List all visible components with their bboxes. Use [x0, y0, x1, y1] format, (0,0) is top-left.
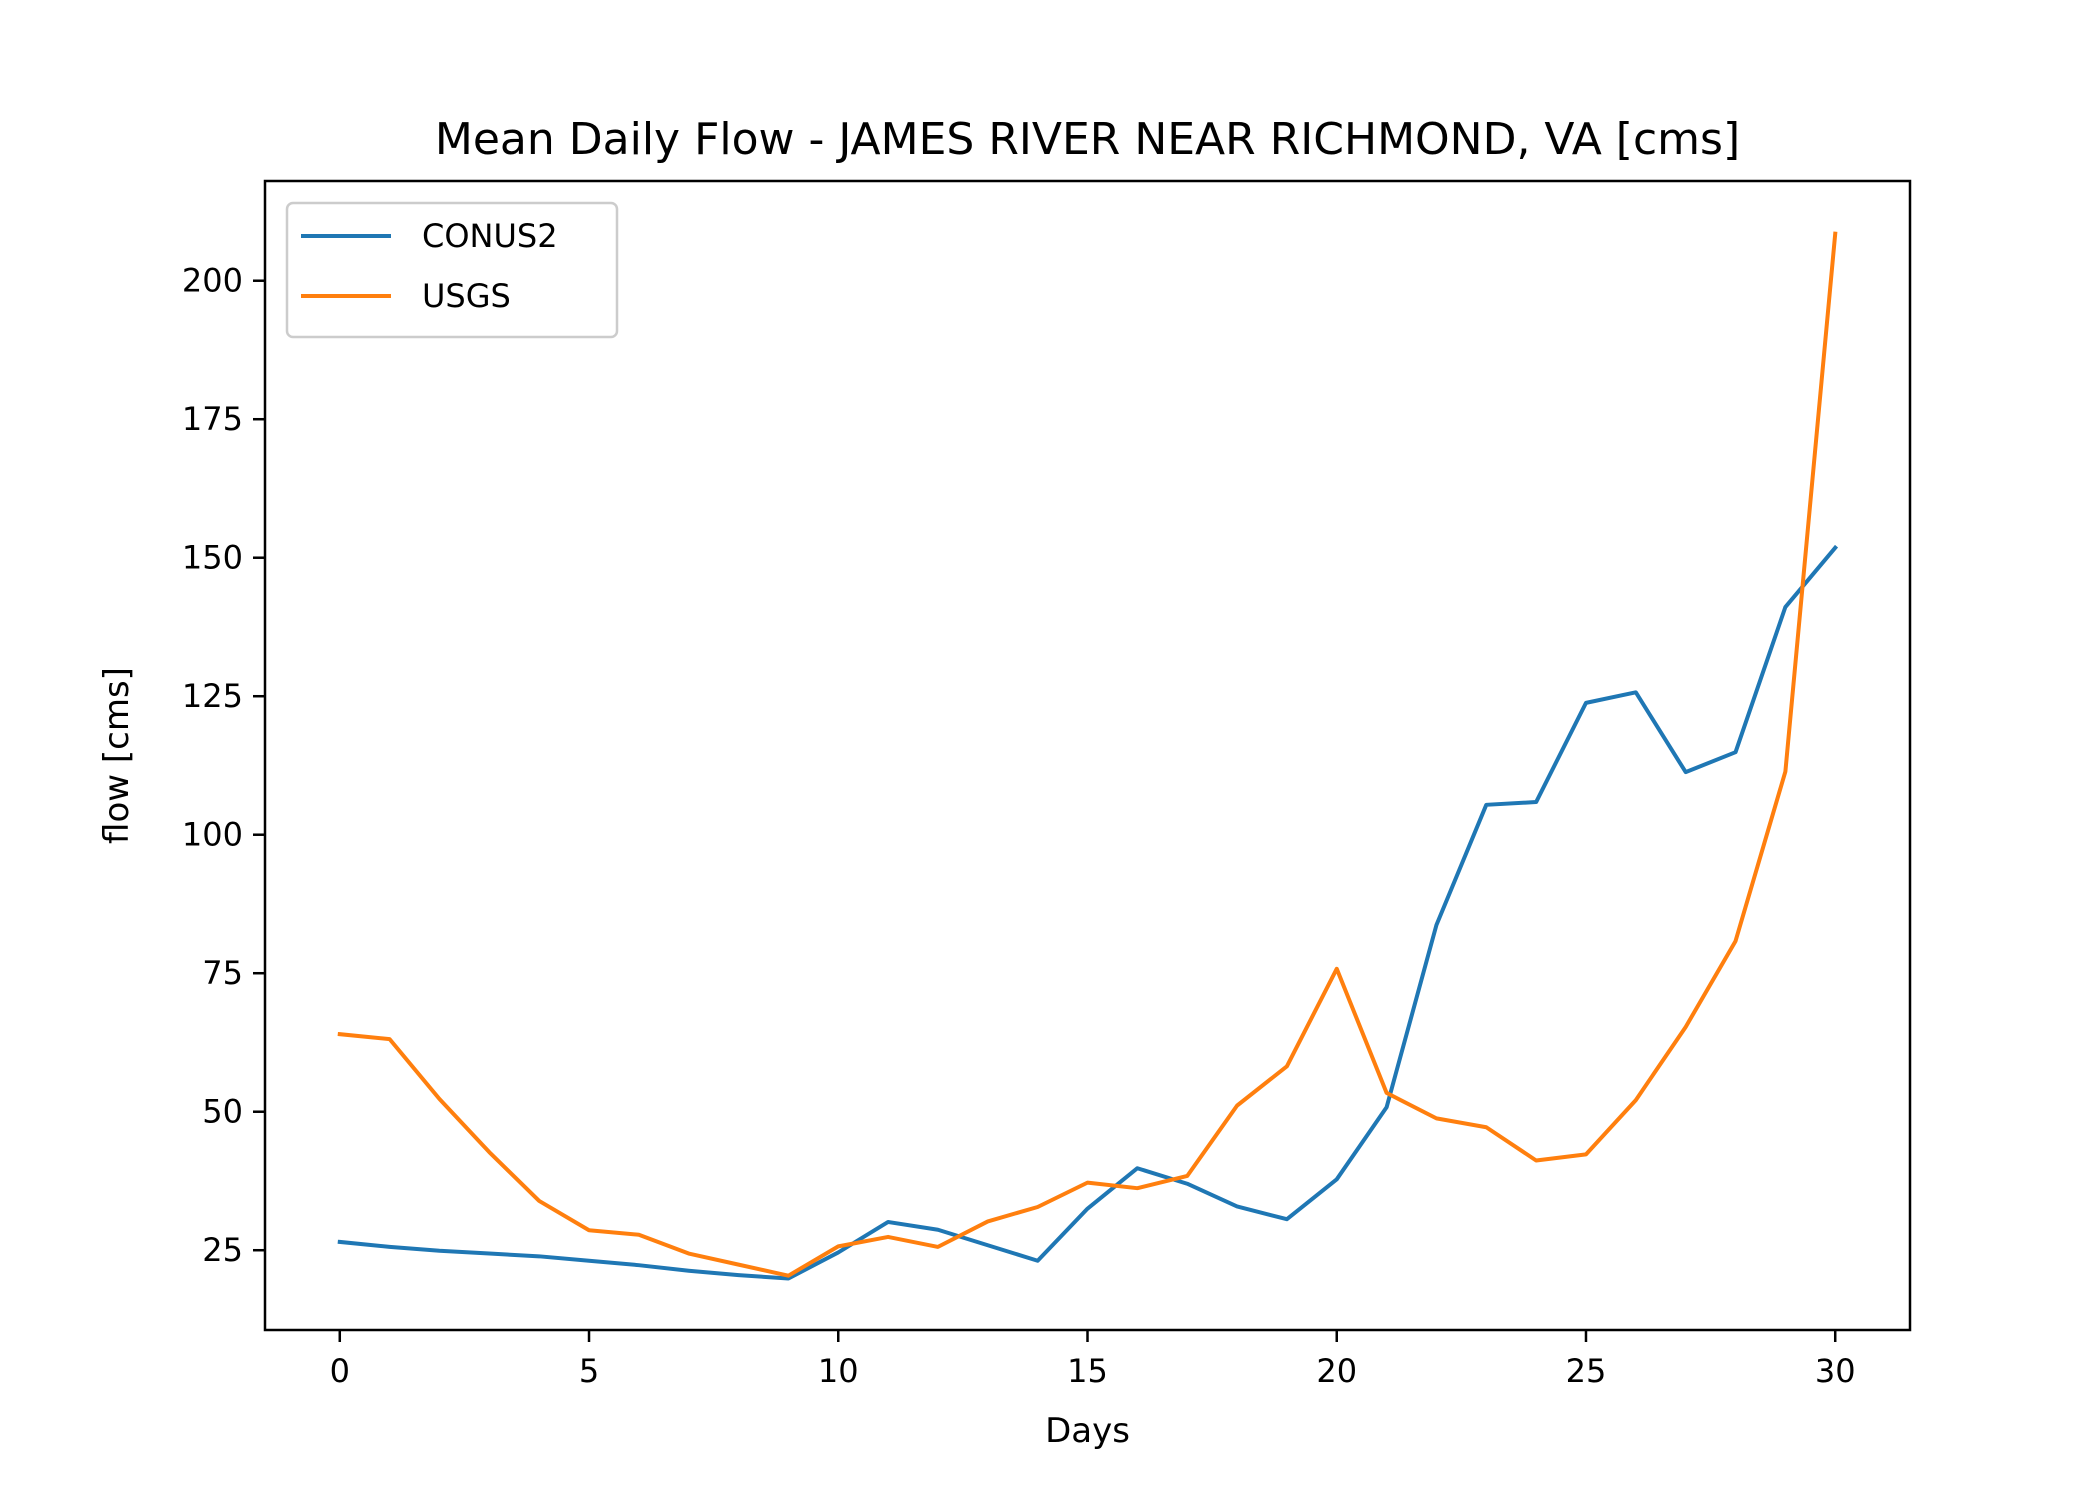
- series-line-conus2: [337, 544, 1839, 1281]
- y-tick-label-200: 200: [182, 262, 243, 300]
- chart-title: Mean Daily Flow - JAMES RIVER NEAR RICHM…: [435, 114, 1740, 165]
- series-lines: [337, 231, 1839, 1281]
- y-tick-label-175: 175: [182, 400, 243, 438]
- y-tick-label-25: 25: [202, 1231, 243, 1269]
- legend: CONUS2 USGS: [285, 201, 619, 339]
- y-tick-label-150: 150: [182, 539, 243, 577]
- x-tick-label-10: 10: [818, 1352, 859, 1390]
- x-tick-label-20: 20: [1316, 1352, 1357, 1390]
- series-line-usgs: [337, 231, 1838, 1278]
- plot-frame: [263, 179, 1912, 1332]
- y-tick-label-50: 50: [202, 1093, 243, 1131]
- x-tick-label-25: 25: [1566, 1352, 1607, 1390]
- y-axis-label: flow [cms]: [97, 667, 137, 844]
- y-tick-label-125: 125: [182, 677, 243, 715]
- x-axis-label: Days: [1045, 1411, 1130, 1451]
- x-tick-label-0: 0: [330, 1352, 350, 1390]
- y-axis-ticks: 25 50 75 100 125 150 175 200: [182, 262, 265, 1269]
- legend-label-usgs: USGS: [422, 277, 511, 315]
- y-tick-label-75: 75: [202, 954, 243, 992]
- x-tick-label-5: 5: [579, 1352, 599, 1390]
- y-tick-label-100: 100: [182, 816, 243, 854]
- x-tick-label-30: 30: [1815, 1352, 1856, 1390]
- x-tick-label-15: 15: [1067, 1352, 1108, 1390]
- legend-label-conus2: CONUS2: [422, 217, 558, 255]
- x-axis-ticks: 0 5 10 15 20 25 30: [330, 1330, 1856, 1390]
